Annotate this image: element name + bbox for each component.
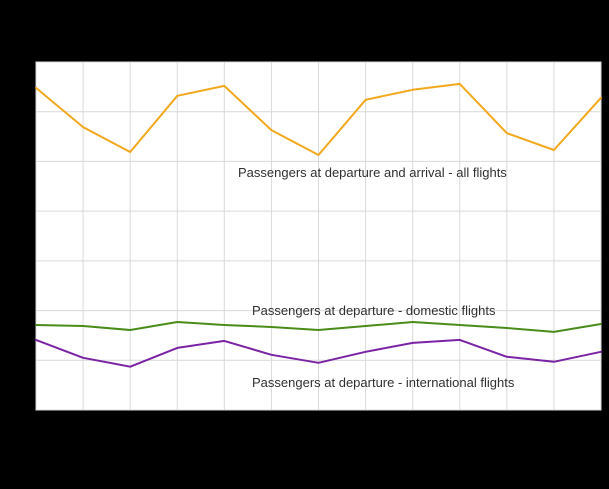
series-line-2: [35, 338, 602, 368]
series-label-1: Passengers at departure - domestic fligh…: [252, 303, 496, 318]
series-line-1: [35, 321, 602, 333]
plot-border: [35, 61, 602, 411]
series-label-2: Passengers at departure - international …: [252, 375, 515, 390]
plot-area: Passengers at departure and arrival - al…: [35, 61, 602, 411]
series-label-0: Passengers at departure and arrival - al…: [238, 165, 507, 180]
series-line-0: [35, 82, 602, 156]
